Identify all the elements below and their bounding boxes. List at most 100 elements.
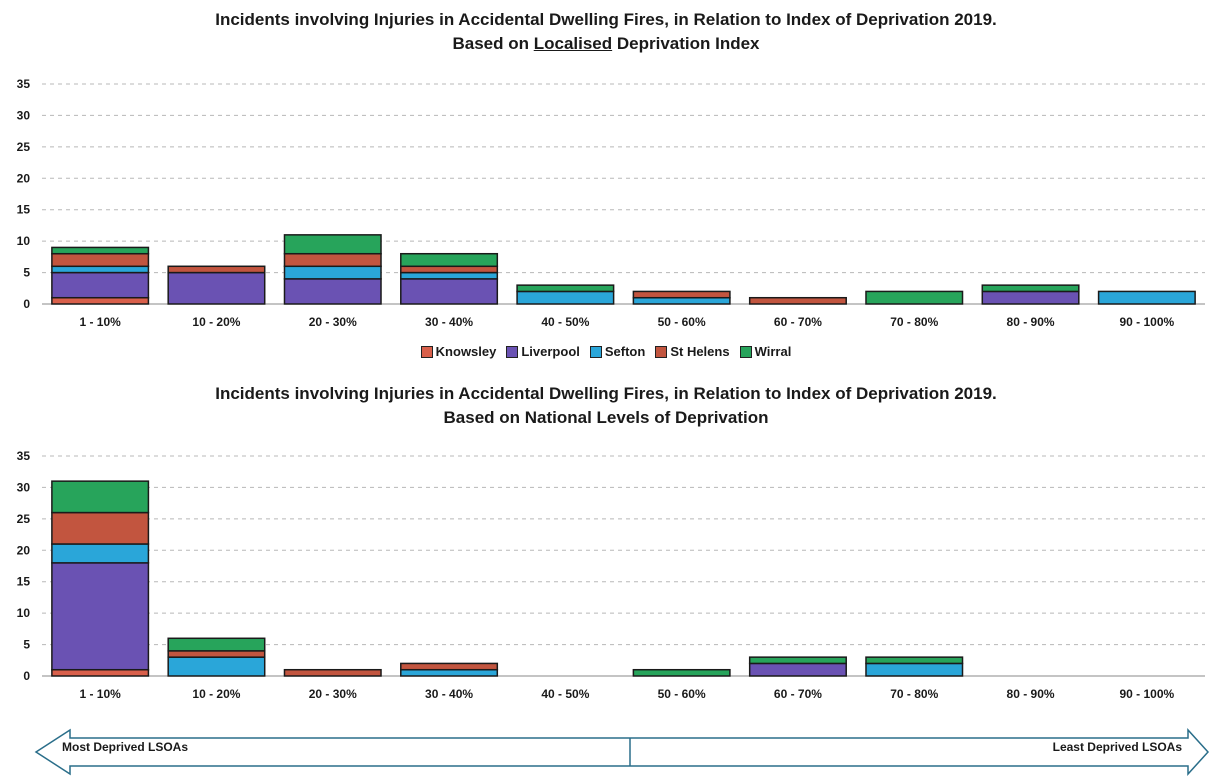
- chart-1-bar-st-helens-2: [167, 265, 266, 274]
- chart-1-bar-wirral-9: [981, 284, 1080, 293]
- legend-swatch-knowsley: [420, 345, 433, 358]
- legend-label-st-helens: St Helens: [670, 344, 730, 359]
- chart-1-bar-sefton-10: [1097, 290, 1196, 305]
- chart-2-title: Incidents involving Injuries in Accident…: [0, 382, 1212, 430]
- legend-label-sefton: Sefton: [604, 344, 646, 359]
- chart-legend: Knowsley Liverpool Sefton St Helens Wirral: [0, 344, 1212, 359]
- chart-2-y-tick-label: 10: [17, 606, 31, 620]
- legend-item-sefton: Sefton: [589, 344, 646, 359]
- chart-1-title-post: Deprivation Index: [612, 34, 760, 53]
- double-arrow-shape: [34, 728, 1210, 776]
- chart-1-bar-st-helens-6: [632, 290, 731, 299]
- chart-1-bar-sefton-1: [51, 265, 150, 274]
- chart-2-y-tick-label: 25: [17, 512, 31, 526]
- most-deprived-label: Most Deprived LSOAs: [62, 740, 189, 754]
- chart-1-bar-sefton-3: [283, 265, 382, 280]
- chart-1-bar-liverpool-4: [400, 278, 499, 305]
- chart-2-title-pre: Based on National Levels of Deprivation: [443, 408, 769, 427]
- chart-2-x-tick-label: 80 - 90%: [1007, 687, 1055, 701]
- chart-2-x-tick-label: 40 - 50%: [541, 687, 589, 701]
- chart-2-bar-st-helens-2: [167, 650, 266, 658]
- chart-1-bar-wirral-4: [400, 252, 499, 268]
- chart-2-y-tick-label: 0: [23, 669, 30, 683]
- chart-1-bar-sefton-6: [632, 296, 731, 305]
- chart-1-localised: 0 5 10 15 20 25 30 35 1 - 10% 10 - 20% 20 - 30% 30 …: [17, 77, 1205, 329]
- chart-2-title-line-2: Based on National Levels of Deprivation: [0, 406, 1212, 430]
- chart-1-title-line-1: Incidents involving Injuries in Accident…: [215, 10, 997, 29]
- chart-1-y-tick-label: 15: [17, 203, 31, 217]
- chart-1-x-tick-label: 10 - 20%: [192, 315, 240, 329]
- chart-2-bar-sefton-8: [865, 662, 964, 677]
- chart-2-bar-liverpool-1: [51, 562, 150, 671]
- chart-1-bar-wirral-3: [283, 234, 382, 255]
- chart-2-bar-sefton-1: [51, 543, 150, 564]
- chart-1-bar-liverpool-3: [283, 278, 382, 305]
- chart-2-bar-wirral-7: [748, 656, 847, 665]
- chart-1-title-emphasis: Localised: [533, 34, 613, 53]
- chart-2-bar-sefton-2: [167, 656, 266, 677]
- chart-1-title-pre: Based on: [452, 34, 534, 53]
- chart-1-bar-knowsley-1: [51, 296, 150, 305]
- chart-2-bar-sefton-4: [400, 668, 499, 677]
- chart-1-bar-liverpool-9: [981, 290, 1080, 305]
- chart-1-x-tick-label: 1 - 10%: [79, 315, 121, 329]
- chart-1-bar-sefton-5: [516, 290, 615, 305]
- chart-2-title-line-1: Incidents involving Injuries in Accident…: [215, 384, 997, 403]
- chart-2-bar-wirral-6: [632, 668, 731, 677]
- chart-2-bar-knowsley-1: [51, 668, 150, 677]
- chart-2-bar-liverpool-7: [748, 662, 847, 677]
- legend-swatch-sefton: [589, 345, 602, 358]
- chart-2-y-tick-label: 15: [17, 575, 31, 589]
- chart-1-bar-st-helens-3: [283, 252, 382, 268]
- chart-2-x-tick-label: 20 - 30%: [309, 687, 357, 701]
- chart-1-x-tick-label: 40 - 50%: [541, 315, 589, 329]
- chart-2-x-tick-label: 50 - 60%: [658, 687, 706, 701]
- chart-1-y-tick-label: 30: [17, 108, 31, 122]
- chart-2-y-tick-label: 5: [23, 638, 30, 652]
- chart-2-x-tick-label: 60 - 70%: [774, 687, 822, 701]
- chart-2-x-tick-label: 90 - 100%: [1119, 687, 1174, 701]
- chart-1-bar-wirral-5: [516, 284, 615, 293]
- chart-2-x-tick-label: 30 - 40%: [425, 687, 473, 701]
- deprivation-arrow: [34, 728, 1210, 776]
- chart-1-y-tick-label: 35: [17, 77, 31, 91]
- chart-1-x-tick-label: 80 - 90%: [1007, 315, 1055, 329]
- chart-1-bar-wirral-8: [865, 290, 964, 305]
- chart-2-y-tick-label: 20: [17, 543, 31, 557]
- chart-1-x-tick-label: 90 - 100%: [1119, 315, 1174, 329]
- chart-1-y-tick-label: 25: [17, 140, 31, 154]
- chart-1-bar-st-helens-4: [400, 265, 499, 274]
- chart-1-y-tick-label: 0: [23, 297, 30, 311]
- chart-1-bar-st-helens-7: [748, 296, 847, 305]
- chart-1-y-tick-label: 20: [17, 171, 31, 185]
- chart-1-bar-wirral-1: [51, 246, 150, 255]
- chart-1-title-line-2: Based on Localised Deprivation Index: [0, 32, 1212, 56]
- least-deprived-label: Least Deprived LSOAs: [1052, 740, 1182, 754]
- chart-1-bar-liverpool-2: [167, 271, 266, 305]
- chart-1-title: Incidents involving Injuries in Accident…: [0, 8, 1212, 56]
- chart-2-bar-st-helens-3: [283, 668, 382, 677]
- chart-1-x-tick-label: 70 - 80%: [890, 315, 938, 329]
- chart-2-bar-wirral-2: [167, 637, 266, 652]
- chart-1-bar-st-helens-1: [51, 252, 150, 268]
- legend-item-knowsley: Knowsley: [420, 344, 497, 359]
- chart-1-x-tick-label: 50 - 60%: [658, 315, 706, 329]
- chart-1-y-tick-label: 10: [17, 234, 31, 248]
- chart-2-y-tick-label: 30: [17, 480, 31, 494]
- chart-2-bar-wirral-8: [865, 656, 964, 665]
- chart-2-x-tick-label: 1 - 10%: [79, 687, 121, 701]
- chart-1-bar-sefton-4: [400, 271, 499, 280]
- legend-label-knowsley: Knowsley: [435, 344, 497, 359]
- chart-2-y-tick-label: 35: [17, 449, 31, 463]
- legend-swatch-liverpool: [506, 345, 519, 358]
- legend-item-st-helens: St Helens: [655, 344, 730, 359]
- chart-2-bar-wirral-1: [51, 480, 150, 514]
- legend-swatch-st-helens: [655, 345, 668, 358]
- chart-2-x-tick-label: 10 - 20%: [192, 687, 240, 701]
- chart-1-x-tick-label: 30 - 40%: [425, 315, 473, 329]
- chart-1-x-tick-label: 60 - 70%: [774, 315, 822, 329]
- chart-2-bar-st-helens-1: [51, 511, 150, 545]
- legend-label-liverpool: Liverpool: [521, 344, 580, 359]
- legend-swatch-wirral: [739, 345, 752, 358]
- chart-2-bar-st-helens-4: [400, 662, 499, 671]
